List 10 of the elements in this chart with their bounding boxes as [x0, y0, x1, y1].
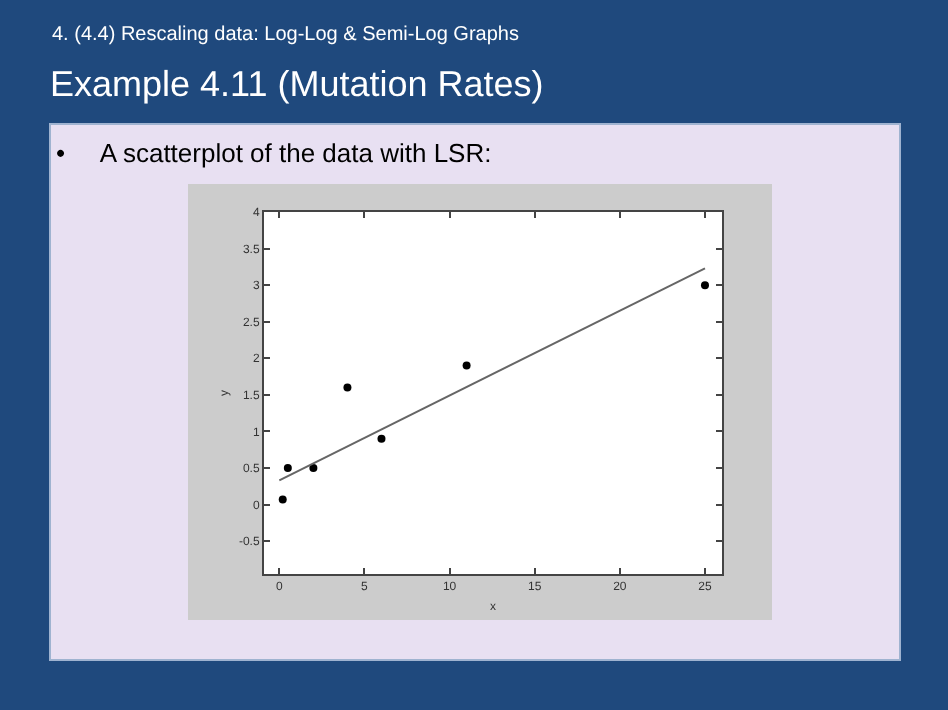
- point: [283, 463, 292, 472]
- chart-subtitle: 4. (4.4) Rescaling data: Log-Log & Semi-Log Graphs: [52, 24, 519, 46]
- point: [343, 383, 352, 392]
- point: [700, 281, 709, 290]
- point: [462, 361, 471, 370]
- text: • A scatterplot of the data with LSR:: [56, 138, 492, 168]
- point: [309, 463, 318, 472]
- point: [278, 495, 287, 504]
- chart-title: Example 4.11 (Mutation Rates): [50, 64, 544, 104]
- point: [377, 434, 386, 443]
